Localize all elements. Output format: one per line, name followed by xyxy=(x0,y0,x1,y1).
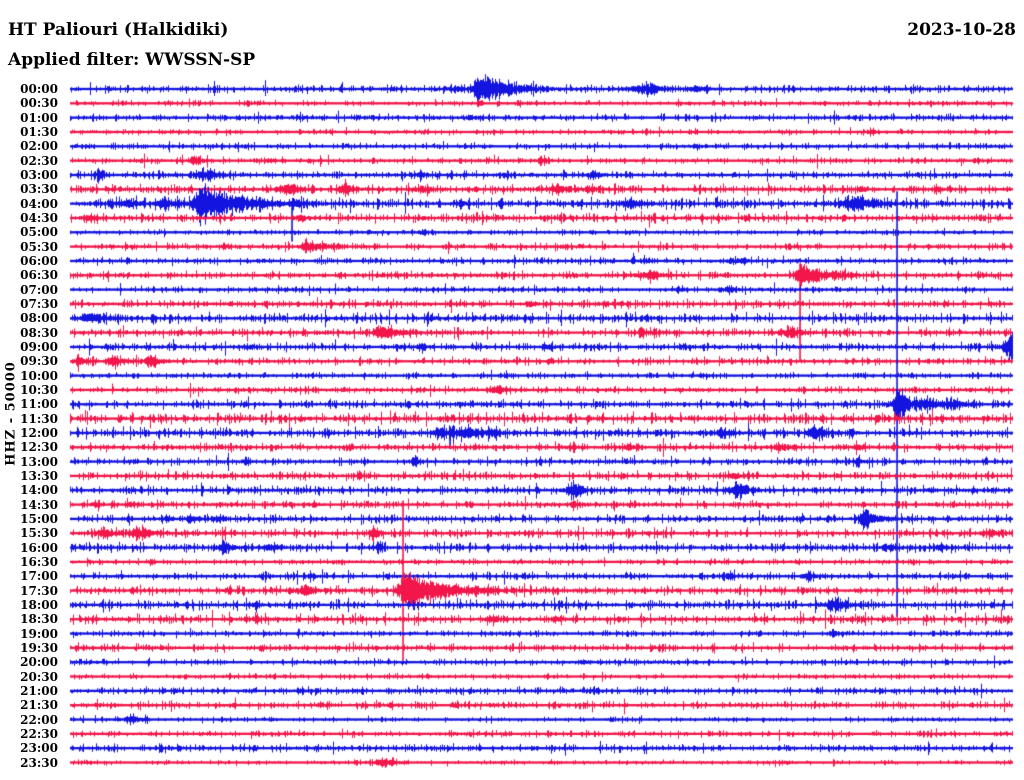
time-label: 01:00 xyxy=(20,110,58,125)
time-label: 04:30 xyxy=(20,210,58,225)
date-label: 2023-10-28 xyxy=(907,20,1016,40)
time-label: 22:00 xyxy=(20,712,58,727)
time-label: 19:00 xyxy=(20,626,58,641)
time-label: 14:00 xyxy=(20,483,58,498)
time-label: 03:30 xyxy=(20,182,58,197)
time-label: 07:00 xyxy=(20,282,58,297)
time-label: 18:30 xyxy=(20,612,58,627)
time-label: 10:00 xyxy=(20,368,58,383)
time-label: 23:00 xyxy=(20,741,58,756)
time-label: 21:30 xyxy=(20,698,58,713)
time-label: 17:00 xyxy=(20,569,58,584)
time-label: 19:30 xyxy=(20,640,58,655)
time-label: 10:30 xyxy=(20,382,58,397)
time-label: 21:00 xyxy=(20,683,58,698)
time-label: 12:30 xyxy=(20,440,58,455)
time-label: 16:00 xyxy=(20,540,58,555)
time-label: 08:00 xyxy=(20,311,58,326)
time-label: 23:30 xyxy=(20,755,58,770)
time-label: 20:30 xyxy=(20,669,58,684)
time-label: 11:30 xyxy=(20,411,58,426)
time-label: 00:30 xyxy=(20,96,58,111)
time-label: 17:30 xyxy=(20,583,58,598)
time-label: 16:30 xyxy=(20,554,58,569)
time-label: 01:30 xyxy=(20,124,58,139)
time-label: 09:00 xyxy=(20,339,58,354)
time-label: 22:30 xyxy=(20,726,58,741)
time-label: 11:00 xyxy=(20,397,58,412)
time-label: 15:30 xyxy=(20,526,58,541)
time-label: 14:30 xyxy=(20,497,58,512)
time-label: 03:00 xyxy=(20,167,58,182)
time-label: 00:00 xyxy=(20,82,58,96)
time-label: 02:00 xyxy=(20,139,58,154)
time-label: 06:30 xyxy=(20,268,58,283)
time-label: 13:00 xyxy=(20,454,58,469)
time-label: 09:30 xyxy=(20,354,58,369)
time-label: 06:00 xyxy=(20,253,58,268)
time-label: 12:00 xyxy=(20,425,58,440)
time-label: 07:30 xyxy=(20,296,58,311)
time-label: 18:00 xyxy=(20,597,58,612)
time-label: 08:30 xyxy=(20,325,58,340)
time-label: 15:00 xyxy=(20,511,58,526)
time-label: 13:30 xyxy=(20,468,58,483)
station-title: HT Paliouri (Halkidiki) xyxy=(8,20,229,40)
time-label: 20:00 xyxy=(20,655,58,670)
time-label: 02:30 xyxy=(20,153,58,168)
time-label: 04:00 xyxy=(20,196,58,211)
time-label: 05:00 xyxy=(20,225,58,240)
time-label: 05:30 xyxy=(20,239,58,254)
applied-filter-label: Applied filter: WWSSN-SP xyxy=(8,50,256,70)
